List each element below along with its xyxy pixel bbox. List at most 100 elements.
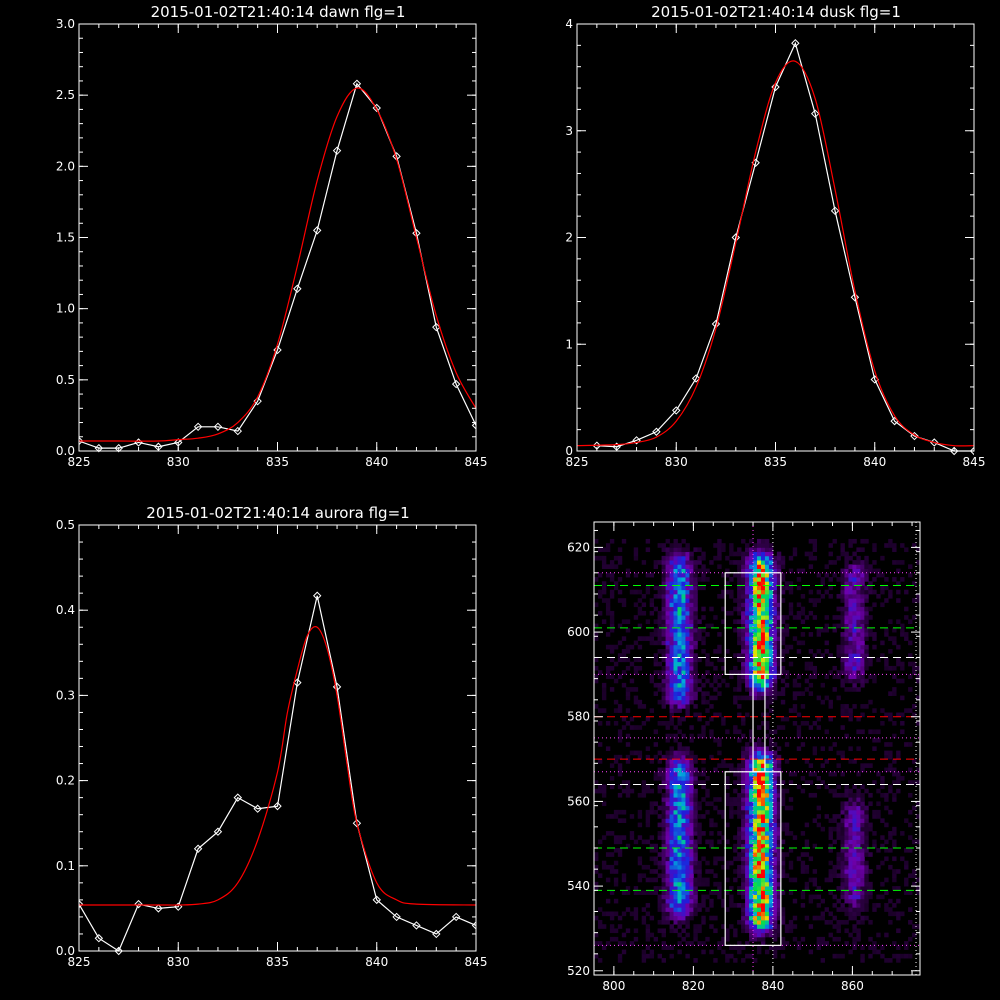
heatmap-cell bbox=[856, 547, 861, 553]
heatmap-cell bbox=[741, 877, 746, 883]
heatmap-cell bbox=[753, 771, 758, 777]
heatmap-cell bbox=[757, 687, 762, 692]
heatmap-cell bbox=[856, 687, 861, 692]
heatmap-cell bbox=[776, 894, 782, 900]
heatmap-cell bbox=[749, 763, 754, 768]
heatmap-cell bbox=[669, 560, 674, 565]
heatmap-cell bbox=[908, 953, 913, 959]
heatmap-cell bbox=[768, 551, 774, 557]
x-tick-label: 830 bbox=[167, 455, 190, 469]
heatmap-cell bbox=[828, 818, 833, 823]
heatmap-cell bbox=[749, 610, 754, 616]
heatmap-cell bbox=[594, 856, 599, 862]
heatmap-cell bbox=[816, 572, 822, 578]
heatmap-cell bbox=[617, 754, 623, 760]
heatmap-cell bbox=[685, 831, 690, 836]
x-tick-label: 820 bbox=[682, 979, 705, 993]
heatmap-cell bbox=[621, 890, 627, 895]
heatmap-cell bbox=[625, 784, 631, 790]
heatmap-cell bbox=[768, 619, 774, 625]
heatmap-cell bbox=[665, 826, 670, 832]
heatmap-cell bbox=[860, 593, 865, 599]
heatmap-cell bbox=[808, 538, 814, 544]
heatmap-cell bbox=[776, 780, 782, 785]
heatmap-cell bbox=[832, 792, 837, 798]
heatmap-cell bbox=[709, 890, 714, 895]
heatmap-cell bbox=[677, 839, 682, 845]
heatmap-cell bbox=[780, 598, 786, 603]
heatmap-cell bbox=[681, 627, 686, 633]
heatmap-cell bbox=[768, 822, 774, 828]
heatmap-cell bbox=[828, 670, 833, 675]
heatmap-cell bbox=[661, 780, 666, 785]
heatmap-cell bbox=[605, 720, 611, 726]
heatmap-cell bbox=[772, 915, 778, 921]
heatmap-cell bbox=[609, 577, 615, 582]
heatmap-cell bbox=[760, 780, 766, 785]
heatmap-cell bbox=[880, 572, 885, 578]
heatmap-cell bbox=[645, 809, 651, 815]
heatmap-cell bbox=[868, 632, 873, 637]
heatmap-cell bbox=[681, 547, 686, 553]
heatmap-cell bbox=[776, 581, 782, 586]
heatmap-cell bbox=[780, 826, 786, 832]
heatmap-cell bbox=[613, 847, 619, 853]
heatmap-cell bbox=[697, 632, 702, 637]
heatmap-cell bbox=[617, 835, 623, 840]
heatmap-cell bbox=[665, 873, 670, 879]
heatmap-cell bbox=[649, 809, 655, 815]
heatmap-cell bbox=[836, 750, 841, 756]
heatmap-cell bbox=[900, 627, 905, 633]
heatmap-cell bbox=[884, 958, 889, 963]
heatmap-cell bbox=[788, 568, 794, 574]
heatmap-cell bbox=[800, 936, 806, 942]
heatmap-cell bbox=[661, 869, 666, 874]
heatmap-cell bbox=[884, 890, 889, 895]
heatmap-cell bbox=[681, 928, 686, 934]
heatmap-cell bbox=[685, 555, 690, 561]
heatmap-cell bbox=[864, 649, 869, 654]
heatmap-cell bbox=[840, 894, 845, 900]
plot-frame bbox=[78, 524, 477, 952]
heatmap-cell bbox=[908, 653, 913, 658]
heatmap-cell bbox=[625, 644, 631, 650]
heatmap-cell bbox=[753, 877, 758, 883]
heatmap-cell bbox=[701, 831, 706, 836]
heatmap-cell bbox=[776, 598, 782, 603]
heatmap-cell bbox=[745, 678, 750, 684]
heatmap-cell bbox=[597, 924, 603, 929]
heatmap-cell bbox=[772, 881, 778, 887]
heatmap-cell bbox=[729, 953, 734, 959]
heatmap-cell bbox=[832, 869, 837, 874]
heatmap-cell bbox=[701, 568, 706, 574]
heatmap-cell bbox=[665, 568, 670, 574]
heatmap-cell bbox=[764, 949, 770, 955]
heatmap-cell bbox=[733, 687, 738, 692]
heatmap-cell bbox=[673, 750, 678, 756]
heatmap-cell bbox=[768, 729, 774, 735]
heatmap-cell bbox=[633, 640, 639, 646]
heatmap-cell bbox=[757, 771, 762, 777]
heatmap-cell bbox=[768, 818, 774, 823]
heatmap-cell bbox=[788, 860, 794, 866]
heatmap-cell bbox=[637, 598, 643, 603]
heatmap-cell bbox=[776, 632, 782, 637]
heatmap-cell bbox=[633, 547, 639, 553]
heatmap-cell bbox=[693, 644, 698, 650]
heatmap-cell bbox=[848, 687, 853, 692]
heatmap-cell bbox=[816, 941, 822, 946]
heatmap-cell bbox=[864, 585, 869, 591]
heatmap-cell bbox=[852, 610, 857, 616]
heatmap-cell bbox=[601, 555, 607, 561]
heatmap-cell bbox=[840, 843, 845, 849]
heatmap-cell bbox=[836, 606, 841, 612]
heatmap-cell bbox=[653, 771, 659, 777]
heatmap-cell bbox=[772, 640, 778, 646]
heatmap-cell bbox=[884, 750, 889, 756]
heatmap-cell bbox=[753, 767, 758, 773]
heatmap-cell bbox=[780, 915, 786, 921]
heatmap-cell bbox=[844, 708, 849, 713]
heatmap-cell bbox=[792, 695, 798, 701]
heatmap-cell bbox=[912, 712, 917, 718]
heatmap-cell bbox=[685, 881, 690, 887]
